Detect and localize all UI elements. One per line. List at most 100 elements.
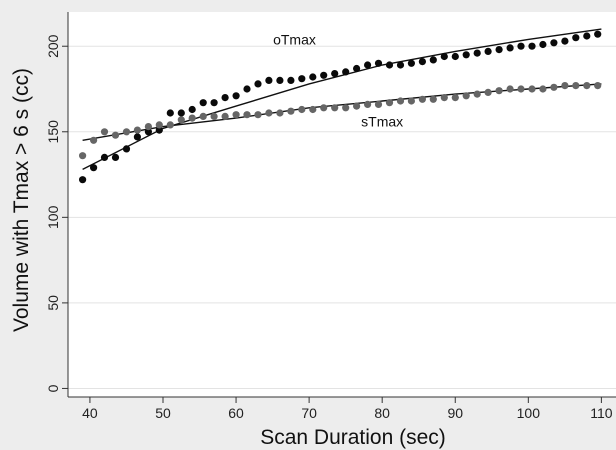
data-point-oTmax [429,56,437,64]
data-point-oTmax [594,30,602,38]
data-point-sTmax [331,104,339,112]
data-point-oTmax [550,39,558,47]
x-tick-label-100: 100 [517,405,541,421]
data-point-sTmax [517,85,525,93]
y-tick-label-150: 150 [45,120,61,144]
data-point-sTmax [90,136,98,144]
data-point-sTmax [243,111,251,119]
data-point-sTmax [385,99,394,107]
data-point-oTmax [418,58,426,66]
data-point-sTmax [79,152,87,160]
data-point-sTmax [473,90,481,98]
data-point-sTmax [495,87,503,95]
data-point-sTmax [374,100,383,108]
data-point-oTmax [342,68,350,76]
data-point-sTmax [100,128,109,136]
x-tick-label-60: 60 [228,405,244,421]
data-point-sTmax [528,85,536,93]
data-point-sTmax [166,121,174,129]
data-point-oTmax [133,133,141,141]
data-point-oTmax [539,40,547,49]
y-tick-label-50: 50 [45,295,61,311]
data-point-oTmax [484,47,492,56]
data-point-oTmax [265,76,273,84]
data-point-oTmax [111,153,120,161]
data-point-sTmax [583,82,591,90]
data-point-oTmax [254,80,262,88]
data-point-sTmax [287,107,295,115]
x-tick-label-110: 110 [590,405,613,421]
data-point-oTmax [210,99,218,107]
data-point-oTmax [364,61,372,69]
data-point-sTmax [353,102,361,110]
data-point-oTmax [385,61,394,69]
data-point-oTmax [188,105,196,114]
data-point-sTmax [342,104,350,112]
y-axis-title: Volume with Tmax > 6 s (cc) [10,68,33,332]
data-point-sTmax [133,126,141,134]
data-point-oTmax [287,76,295,84]
x-tick-label-80: 80 [374,405,390,421]
data-point-oTmax [528,42,536,50]
data-point-oTmax [155,126,163,134]
data-point-oTmax [517,42,525,50]
data-point-sTmax [396,97,405,105]
series-label-sTmax: sTmax [361,114,403,130]
data-point-oTmax [407,59,415,67]
data-point-oTmax [353,64,361,73]
data-point-oTmax [232,92,240,100]
data-point-sTmax [210,112,218,120]
data-point-sTmax [298,105,306,114]
data-point-sTmax [199,112,207,120]
data-point-oTmax [331,70,339,78]
data-point-oTmax [79,176,87,184]
data-point-oTmax [122,145,131,153]
data-point-sTmax [221,112,229,120]
data-point-oTmax [144,128,152,136]
data-point-oTmax [177,109,185,117]
data-point-sTmax [265,109,273,117]
data-point-sTmax [111,131,120,139]
data-point-oTmax [199,99,207,107]
data-point-oTmax [451,52,459,61]
axes [62,12,616,403]
x-tick-label-70: 70 [301,405,317,421]
data-point-sTmax [309,105,317,114]
data-point-sTmax [550,83,558,91]
data-point-oTmax [276,76,284,84]
data-point-sTmax [429,95,437,103]
data-point-sTmax [506,85,514,93]
data-point-oTmax [221,94,229,102]
data-point-sTmax [122,128,131,136]
series-label-oTmax: oTmax [273,32,316,48]
data-point-oTmax [506,44,514,52]
x-axis-title: Scan Duration (sec) [260,426,446,449]
data-point-sTmax [572,82,580,90]
data-point-oTmax [298,75,306,83]
data-point-sTmax [232,111,240,119]
data-point-oTmax [473,49,481,57]
data-point-oTmax [320,71,328,79]
data-point-sTmax [188,114,196,122]
data-point-oTmax [374,59,383,67]
data-point-oTmax [583,32,591,40]
data-point-oTmax [100,153,109,161]
data-point-sTmax [561,82,569,90]
x-tick-label-40: 40 [82,405,98,421]
series-labels: oTmax sTmax [273,32,403,130]
y-tick-label-100: 100 [45,205,61,229]
data-point-sTmax [484,88,492,96]
data-point-sTmax [320,104,328,112]
data-point-oTmax [166,109,174,117]
data-point-oTmax [462,51,470,59]
data-point-oTmax [572,34,580,42]
plot-area [68,12,616,397]
data-point-sTmax [539,85,547,93]
data-point-sTmax [594,82,602,90]
data-point-sTmax [254,111,262,119]
data-points [79,30,602,184]
data-point-oTmax [396,61,405,69]
data-point-sTmax [276,109,284,117]
x-tick-label-90: 90 [447,405,463,421]
